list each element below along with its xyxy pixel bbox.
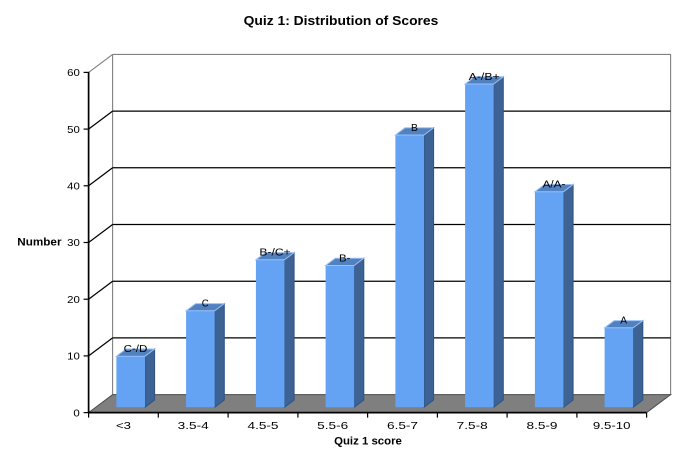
- svg-text:A-/B+: A-/B+: [469, 71, 500, 83]
- svg-text:30: 30: [67, 237, 80, 249]
- svg-text:20: 20: [67, 294, 80, 306]
- svg-text:A/A-: A/A-: [543, 179, 566, 191]
- svg-text:<3: <3: [116, 420, 131, 432]
- svg-text:Quiz 1: Distribution of Scores: Quiz 1: Distribution of Scores: [244, 13, 439, 28]
- svg-text:4.5-5: 4.5-5: [248, 420, 279, 432]
- svg-text:60: 60: [67, 67, 80, 79]
- svg-text:C: C: [202, 298, 209, 310]
- svg-text:9.5-10: 9.5-10: [593, 420, 631, 432]
- svg-text:B-: B-: [339, 252, 351, 264]
- svg-text:6.5-7: 6.5-7: [387, 420, 418, 432]
- svg-text:Number: Number: [17, 237, 62, 249]
- svg-text:5.5-6: 5.5-6: [317, 420, 348, 432]
- svg-text:B-/C+: B-/C+: [259, 247, 290, 259]
- svg-text:B: B: [411, 122, 418, 134]
- svg-text:8.5-9: 8.5-9: [527, 420, 558, 432]
- svg-text:10: 10: [67, 351, 80, 363]
- svg-text:Quiz 1 score: Quiz 1 score: [334, 436, 402, 448]
- svg-text:0: 0: [73, 407, 80, 419]
- svg-text:7.5-8: 7.5-8: [457, 420, 488, 432]
- svg-text:3.5-4: 3.5-4: [178, 420, 209, 432]
- svg-text:C-/D: C-/D: [124, 343, 148, 355]
- svg-text:A: A: [620, 315, 627, 327]
- svg-text:50: 50: [67, 124, 80, 136]
- svg-text:40: 40: [67, 181, 80, 193]
